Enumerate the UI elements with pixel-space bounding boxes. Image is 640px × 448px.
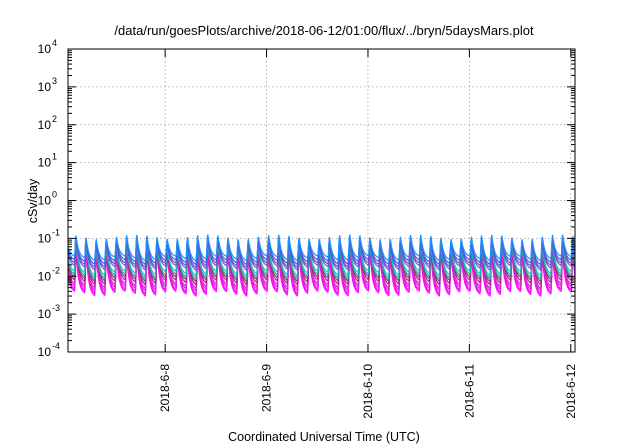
x-tick-label: 2018-6-8 — [158, 364, 172, 412]
y-tick-label: 10 — [38, 42, 52, 56]
y-tick-exponent: -4 — [52, 341, 60, 351]
chart-title: /data/run/goesPlots/archive/2018-06-12/0… — [114, 23, 534, 38]
y-tick-exponent: 4 — [52, 38, 57, 48]
y-tick-label: 10 — [38, 194, 52, 208]
y-tick-exponent: -3 — [52, 303, 60, 313]
x-tick-label: 2018-6-12 — [564, 364, 578, 419]
x-tick-label: 2018-6-9 — [260, 364, 274, 412]
series-line — [68, 241, 575, 280]
y-tick-label: 10 — [38, 345, 52, 359]
y-tick-label: 10 — [38, 231, 52, 245]
x-tick-label: 2018-6-11 — [462, 364, 476, 418]
y-tick-exponent: 1 — [52, 152, 57, 162]
y-tick-label: 10 — [38, 269, 52, 283]
y-tick-exponent: 0 — [52, 190, 57, 200]
y-tick-exponent: -2 — [52, 265, 60, 275]
grid-lines — [68, 49, 575, 352]
y-tick-label: 10 — [38, 80, 52, 94]
x-axis-label: Coordinated Universal Time (UTC) — [228, 430, 420, 444]
series-layer — [68, 234, 575, 297]
x-tick-label: 2018-6-10 — [361, 364, 375, 419]
y-tick-exponent: 3 — [52, 76, 57, 86]
y-axis-label: cSv/day — [26, 178, 40, 223]
series-line — [68, 234, 575, 262]
y-tick-exponent: 2 — [52, 114, 57, 124]
y-tick-exponent: -1 — [52, 227, 60, 237]
y-tick-label: 10 — [38, 118, 52, 132]
y-tick-label: 10 — [38, 156, 52, 170]
y-tick-label: 10 — [38, 307, 52, 321]
